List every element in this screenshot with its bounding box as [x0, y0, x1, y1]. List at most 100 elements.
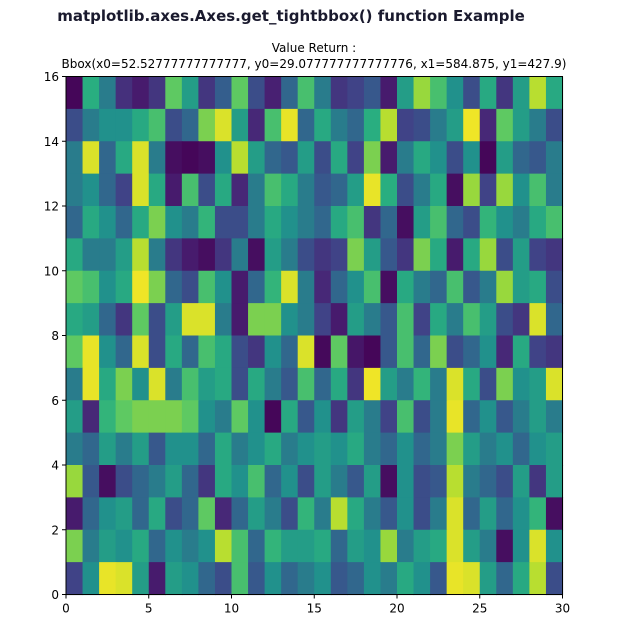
heatmap-cell	[529, 76, 547, 110]
heatmap-cell	[347, 238, 365, 272]
heatmap-cell	[132, 497, 150, 531]
heatmap-cell	[430, 562, 448, 596]
heatmap-cell	[165, 497, 183, 531]
heatmap-cell	[198, 76, 216, 110]
heatmap-cell	[82, 562, 100, 596]
heatmap-cell	[363, 497, 382, 531]
heatmap-cell	[479, 432, 497, 466]
heatmap-cell	[529, 173, 547, 207]
heatmap-cell	[132, 465, 150, 498]
heatmap-cell	[132, 303, 150, 337]
heatmap-cell	[214, 497, 233, 531]
heatmap-cell	[496, 529, 514, 563]
heatmap-cell	[214, 529, 233, 563]
heatmap-cell	[66, 303, 84, 337]
heatmap-cell	[115, 303, 133, 337]
heatmap-cell	[214, 206, 233, 239]
heatmap-cell	[529, 303, 547, 337]
x-tick-label: 5	[145, 602, 153, 616]
heatmap-cell	[430, 367, 448, 401]
heatmap-cell	[463, 335, 481, 369]
heatmap-cell	[446, 173, 464, 207]
heatmap-cell	[115, 400, 133, 434]
heatmap-cell	[248, 529, 266, 563]
heatmap-cell	[545, 206, 564, 239]
heatmap-cell	[99, 465, 117, 498]
heatmap-cell	[82, 529, 100, 563]
heatmap-cell	[479, 497, 497, 531]
heatmap-cell	[512, 141, 530, 175]
heatmap-cell	[397, 141, 415, 175]
heatmap-cell	[545, 529, 564, 563]
heatmap-cell	[397, 400, 415, 434]
heatmap-cell	[545, 335, 564, 369]
heatmap-cell	[496, 367, 514, 401]
heatmap-cell	[82, 497, 100, 531]
heatmap-cell	[463, 76, 481, 110]
heatmap-cell	[82, 400, 100, 434]
heatmap-cell	[165, 335, 183, 369]
heatmap-cell	[148, 335, 166, 369]
heatmap-cell	[66, 270, 84, 304]
heatmap-cell	[496, 562, 514, 596]
heatmap-cell	[214, 76, 233, 110]
y-tick-label: 4	[51, 459, 59, 473]
heatmap-cell	[99, 367, 117, 401]
heatmap-cell	[297, 529, 315, 563]
y-tick-label: 6	[51, 394, 59, 408]
heatmap-cell	[430, 335, 448, 369]
heatmap-cell	[281, 206, 299, 239]
heatmap-cell	[132, 529, 150, 563]
heatmap-cell	[496, 303, 514, 337]
heatmap-cell	[99, 303, 117, 337]
heatmap-cell	[446, 562, 464, 596]
heatmap-cell	[264, 238, 282, 272]
heatmap-cell	[198, 400, 216, 434]
heatmap-cell	[512, 465, 530, 498]
heatmap-cell	[330, 432, 348, 466]
heatmap-cell	[198, 367, 216, 401]
heatmap-cell	[181, 562, 199, 596]
heatmap-cell	[330, 335, 348, 369]
heatmap-cell	[512, 108, 530, 142]
heatmap-cell	[281, 173, 299, 207]
y-axis: 0 2 4 6 8 10 12 14 16	[44, 70, 66, 602]
heatmap-cell	[132, 206, 150, 239]
heatmap-cell	[347, 529, 365, 563]
heatmap-cell	[363, 76, 382, 110]
heatmap-cell	[66, 367, 84, 401]
heatmap-cell	[115, 238, 133, 272]
heatmap-cell	[430, 141, 448, 175]
heatmap-cell	[231, 141, 249, 175]
heatmap-cell	[463, 108, 481, 142]
heatmap-cell	[132, 238, 150, 272]
heatmap-cell	[330, 141, 348, 175]
heatmap-cell	[446, 367, 464, 401]
heatmap-cell	[330, 400, 348, 434]
heatmap-cell	[380, 173, 398, 207]
heatmap-cell	[248, 465, 266, 498]
heatmap-cell	[446, 270, 464, 304]
heatmap-cell	[446, 465, 464, 498]
heatmap-cell	[297, 562, 315, 596]
heatmap-cell	[446, 206, 464, 239]
heatmap-cell	[181, 76, 199, 110]
heatmap-cell	[132, 367, 150, 401]
x-tick-label: 20	[389, 602, 404, 616]
heatmap-cell	[231, 173, 249, 207]
heatmap-cell	[198, 206, 216, 239]
heatmap-cell	[330, 529, 348, 563]
heatmap-cell	[181, 367, 199, 401]
heatmap-cell	[397, 465, 415, 498]
heatmap-cell	[413, 465, 431, 498]
heatmap-cell	[115, 76, 133, 110]
heatmap-cell	[380, 206, 398, 239]
heatmap-cell	[463, 270, 481, 304]
heatmap-cell	[314, 465, 332, 498]
heatmap-cell	[330, 562, 348, 596]
heatmap-cell	[512, 367, 530, 401]
y-tick-label: 16	[44, 70, 59, 84]
heatmap-cell	[198, 303, 216, 337]
heatmap-cell	[314, 367, 332, 401]
heatmap-cell	[66, 173, 84, 207]
